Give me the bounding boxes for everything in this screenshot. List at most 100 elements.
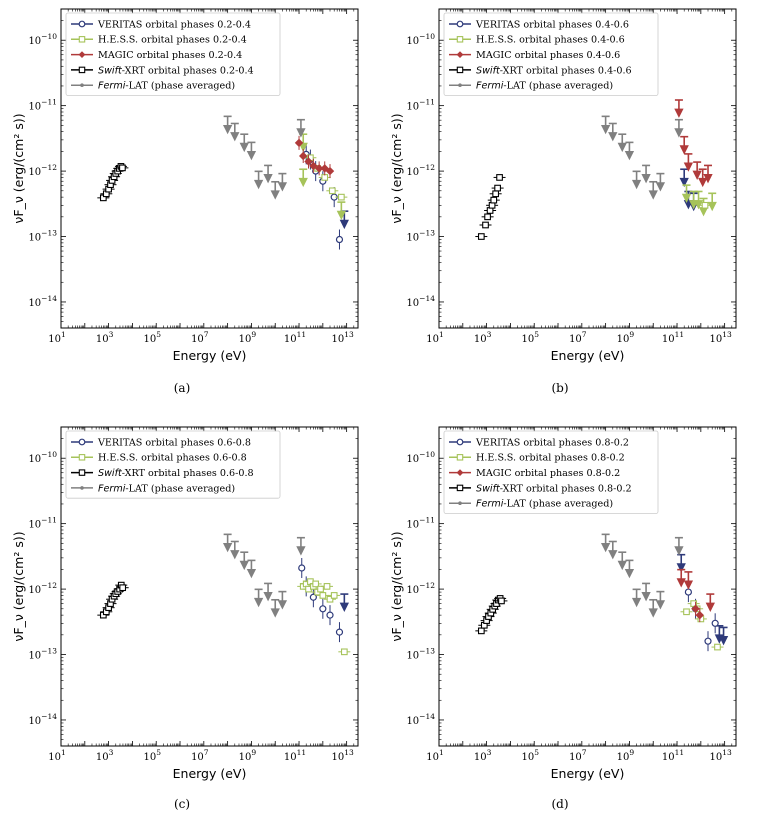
- legend: VERITAS orbital phases 0.6-0.8 H.E.S.S. o…: [65, 430, 281, 499]
- magic-upper-limit: [703, 164, 713, 184]
- fermi-upper-limit: [230, 122, 240, 142]
- swift-point: [495, 597, 508, 605]
- legend-label: MAGIC orbital phases 0.8-0.2: [476, 468, 620, 479]
- x-axis-label: Energy (eV): [173, 766, 247, 781]
- legend-label: Swift-XRT orbital phases 0.2-0.4: [98, 65, 254, 76]
- data-layer: [97, 533, 351, 656]
- x-tick-label: 107: [569, 748, 587, 763]
- y-tick-label: 10−10: [406, 450, 435, 465]
- y-tick-label: 10−14: [406, 712, 435, 727]
- y-tick-label: 10−14: [28, 294, 57, 309]
- swift-point: [491, 184, 504, 192]
- data-layer: [97, 115, 349, 250]
- magic-upper-limit: [683, 153, 694, 172]
- hess-point: [335, 193, 348, 201]
- x-tick-label: 1013: [710, 748, 733, 763]
- y-axis-label: νF_ν (erg/(cm² s)): [389, 531, 404, 641]
- magic-upper-limit: [698, 168, 708, 188]
- hess-upper-limit: [298, 168, 308, 188]
- fermi-upper-limit: [641, 164, 651, 184]
- legend-item-fermi: Fermi-LAT (phase averaged): [449, 499, 613, 510]
- x-tick-label: 1011: [662, 748, 684, 763]
- hess-upper-limit: [336, 201, 347, 221]
- fermi-upper-limit: [641, 582, 651, 602]
- data-layer: [475, 533, 729, 652]
- legend-label: Fermi-LAT (phase averaged): [476, 499, 613, 510]
- x-tick-label: 101: [48, 330, 66, 345]
- fermi-upper-limit: [655, 590, 666, 610]
- plot-frame: [60, 426, 359, 747]
- x-axis-label: Energy (eV): [173, 348, 247, 363]
- fermi-upper-limit: [270, 598, 280, 618]
- fermi-upper-limit: [624, 141, 635, 161]
- veritas-upper-limit: [679, 168, 689, 188]
- legend-label: Swift-XRT orbital phases 0.4-0.6: [476, 65, 632, 76]
- x-tick-label: 109: [239, 330, 257, 345]
- fermi-upper-limit: [253, 588, 264, 608]
- legend-label: MAGIC orbital phases 0.4-0.6: [476, 50, 620, 61]
- legend-item-magic: MAGIC orbital phases 0.8-0.2: [449, 468, 620, 479]
- swift-point: [479, 221, 492, 229]
- fermi-upper-limit: [296, 118, 306, 138]
- fermi-upper-limit: [270, 180, 280, 200]
- chart-panel-d: 101 103 105 107 109 1011 1013 10−14 10−13 10−12 10…: [389, 426, 737, 811]
- legend-label: VERITAS orbital phases 0.4-0.6: [475, 19, 629, 30]
- legend-label: VERITAS orbital phases 0.8-0.2: [475, 437, 629, 448]
- legend-item-swift: Swift-XRT orbital phases 0.4-0.6: [449, 65, 632, 76]
- y-tick-label: 10−12: [406, 581, 435, 596]
- x-tick-label: 1013: [332, 330, 355, 345]
- x-tick-label: 1011: [284, 748, 306, 763]
- plot-frame: [438, 8, 737, 329]
- magic-point: [691, 601, 700, 616]
- legend-item-hess: H.E.S.S. orbital phases 0.2-0.4: [71, 35, 247, 46]
- y-tick-label: 10−11: [28, 516, 57, 531]
- x-tick-label: 107: [569, 330, 587, 345]
- legend-label: H.E.S.S. orbital phases 0.8-0.2: [476, 453, 625, 464]
- fermi-upper-limit: [631, 588, 642, 608]
- x-tick-label: 103: [96, 330, 114, 345]
- magic-upper-limit: [705, 593, 715, 612]
- y-tick-label: 10−11: [406, 516, 435, 531]
- plot-frame: [60, 8, 359, 329]
- swift-point: [475, 627, 488, 635]
- x-tick-label: 1013: [710, 330, 733, 345]
- legend-item-magic: MAGIC orbital phases 0.2-0.4: [71, 50, 242, 61]
- legend-item-swift: Swift-XRT orbital phases 0.2-0.4: [71, 65, 254, 76]
- swift-point: [116, 584, 129, 592]
- legend-box: [65, 430, 281, 499]
- x-tick-label: 103: [474, 330, 492, 345]
- hess-point: [326, 187, 339, 195]
- legend-label: H.E.S.S. orbital phases 0.2-0.4: [98, 35, 247, 46]
- swift-point: [489, 190, 502, 198]
- legend-item-hess: H.E.S.S. orbital phases 0.4-0.6: [449, 35, 625, 46]
- veritas-point: [335, 622, 344, 643]
- legend: VERITAS orbital phases 0.4-0.6 H.E.S.S. o…: [443, 12, 659, 96]
- magic-point: [325, 164, 335, 179]
- x-tick-label: 105: [521, 330, 539, 345]
- fermi-upper-limit: [222, 533, 233, 553]
- swift-point: [493, 174, 506, 181]
- swift-point: [116, 164, 129, 172]
- chart-panel-b: 101 103 105 107 109 1011 1013 10−14 10−13 10−12 10…: [389, 8, 737, 395]
- magic-point: [309, 158, 318, 173]
- veritas-upper-limit: [339, 593, 349, 612]
- hess-point: [324, 595, 337, 603]
- veritas-upper-limit: [718, 626, 729, 646]
- fermi-upper-limit: [222, 115, 233, 135]
- legend-item-veritas: VERITAS orbital phases 0.8-0.2: [449, 437, 629, 448]
- veritas-point: [704, 631, 712, 652]
- legend-item-veritas: VERITAS orbital phases 0.2-0.4: [71, 19, 251, 30]
- legend-item-veritas: VERITAS orbital phases 0.4-0.6: [449, 19, 629, 30]
- legend-label: VERITAS orbital phases 0.6-0.8: [97, 437, 251, 448]
- chart-panel-a: 101 103 105 107 109 1011 1013 10−14 10−13 10−12 10…: [11, 8, 359, 395]
- plot-frame: [438, 426, 737, 747]
- legend-item-magic: MAGIC orbital phases 0.4-0.6: [449, 50, 620, 61]
- magic-upper-limit: [692, 161, 702, 180]
- veritas-point: [309, 587, 317, 608]
- hess-point: [309, 580, 322, 588]
- x-tick-label: 1013: [332, 748, 355, 763]
- panel-caption: (b): [551, 381, 568, 395]
- magic-point: [320, 161, 329, 176]
- fermi-upper-limit: [674, 118, 684, 138]
